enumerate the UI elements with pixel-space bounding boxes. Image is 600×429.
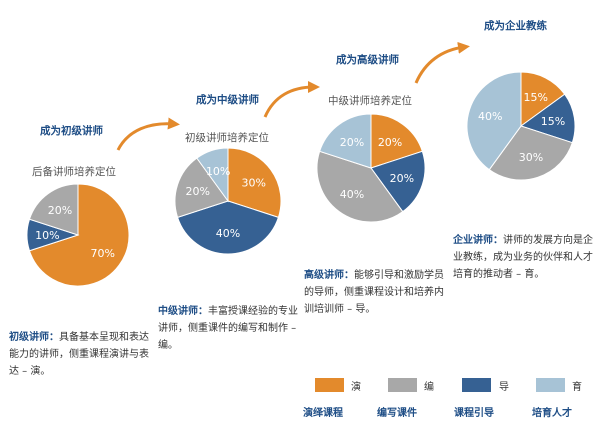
pie-slice (28, 183, 79, 236)
pie-slice (319, 113, 372, 169)
pie-slice (174, 157, 229, 219)
legend-swatch-gray (388, 378, 417, 392)
stage-2-pie-chart: 30% 40% 20% 10% (174, 147, 282, 255)
description-keyword: 中级讲师： (158, 306, 208, 317)
pie-slice-label: 20% (390, 172, 414, 185)
pie-slice-label: 30% (519, 151, 543, 164)
pie-slice-label: 40% (478, 110, 502, 123)
legend-name-4: 培育人才 (532, 408, 572, 419)
pie-slice-label: 40% (340, 188, 364, 201)
stage-1-description: 初级讲师：具备基本呈现和表达能力的讲师，侧重课程演讲与表达 – 演。 (9, 329, 149, 380)
pie-slice (316, 150, 404, 223)
legend-char-1: 演 (351, 382, 361, 393)
pie-slice (176, 200, 280, 255)
description-text: 能够引导和激励学员的导师，侧重课程设计和培养内训培训师 – 导。 (304, 270, 444, 315)
stage-4-pie-chart: 15% 15% 30% 40% (466, 71, 576, 181)
arrow-1 (116, 117, 180, 151)
pie-slice-label: 20% (340, 136, 364, 149)
pie-slice-label: 15% (523, 91, 547, 104)
pie-slice-label: 40% (216, 227, 240, 240)
pie-slice (370, 113, 423, 169)
arrow-2 (263, 81, 320, 118)
description-text: 丰富授课经验的专业讲师，侧重课件的编写和制作 – 编。 (158, 306, 298, 351)
legend-swatch-navy (462, 378, 491, 392)
legend-name-3: 课程引导 (454, 408, 494, 419)
pie-slice (466, 71, 522, 171)
description-text: 具备基本呈现和表达能力的讲师，侧重课程演讲与表达 – 演。 (9, 332, 149, 377)
stage-3-pie-label: 中级讲师培养定位 (328, 95, 412, 107)
pie-slice (370, 150, 426, 213)
stage-3-pie-chart: 20% 20% 40% 20% (316, 113, 426, 223)
description-text: 讲师的发展方向是企业教练，成为业务的伙伴和人才培育的推动者 – 育。 (453, 235, 593, 280)
pie-slice-label: 10% (35, 229, 59, 242)
stage-1-title: 成为初级讲师 (40, 125, 103, 137)
pie-slice-label: 20% (186, 185, 210, 198)
pie-slice (227, 147, 282, 219)
description-keyword: 初级讲师： (9, 332, 59, 343)
legend-char-3: 导 (499, 382, 509, 393)
legend-char-4: 育 (572, 382, 582, 393)
stage-4-title: 成为企业教练 (484, 20, 547, 32)
legend-name-2: 编写课件 (377, 408, 417, 419)
legend-swatch-orange (315, 378, 344, 392)
stage-4-description: 企业讲师：讲师的发展方向是企业教练，成为业务的伙伴和人才培育的推动者 – 育。 (453, 232, 595, 283)
pie-slice-label: 70% (91, 247, 115, 260)
description-keyword: 高级讲师： (304, 270, 354, 281)
legend-char-2: 编 (424, 382, 434, 393)
stage-2-title: 成为中级讲师 (196, 94, 259, 106)
pie-slice (488, 125, 573, 181)
pie-slice-label: 15% (541, 115, 565, 128)
arrow-3 (414, 41, 470, 84)
stage-3-description: 高级讲师：能够引导和激励学员的导师，侧重课程设计和培养内训培训师 – 导。 (304, 267, 446, 318)
stage-2-description: 中级讲师：丰富授课经验的专业讲师，侧重课件的编写和制作 – 编。 (158, 303, 300, 354)
stage-1-pie-label: 后备讲师培养定位 (32, 166, 116, 178)
description-keyword: 企业讲师： (453, 235, 503, 246)
pie-slice-label: 20% (48, 204, 72, 217)
pie-slice (196, 147, 229, 203)
pie-slice-label: 20% (378, 136, 402, 149)
pie-slice-label: 30% (242, 176, 266, 189)
pie-slice (519, 93, 576, 144)
legend-swatch-light-blue (536, 378, 565, 392)
stage-3-title: 成为高级讲师 (336, 54, 399, 66)
legend-name-1: 演绎课程 (303, 408, 343, 419)
pie-slice (520, 71, 566, 127)
stage-1-pie-chart: 70% 10% 20% (26, 183, 130, 287)
stage-2-pie-label: 初级讲师培养定位 (185, 132, 269, 144)
pie-slice-label: 10% (206, 165, 230, 178)
